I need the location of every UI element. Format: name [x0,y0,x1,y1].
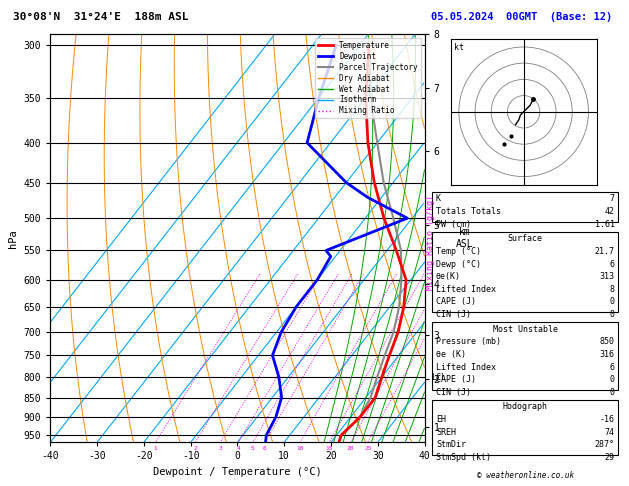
Text: 10: 10 [296,446,304,451]
Text: 313: 313 [599,272,615,281]
Text: CIN (J): CIN (J) [436,310,471,319]
Text: Dewp (°C): Dewp (°C) [436,260,481,269]
Text: Surface: Surface [508,234,543,243]
Text: 850: 850 [599,337,615,347]
Text: Pressure (mb): Pressure (mb) [436,337,501,347]
Text: Lifted Index: Lifted Index [436,285,496,294]
Text: 3: 3 [218,446,222,451]
Text: Most Unstable: Most Unstable [493,325,558,334]
Text: 05.05.2024  00GMT  (Base: 12): 05.05.2024 00GMT (Base: 12) [431,12,612,22]
Text: 29: 29 [604,453,615,462]
Text: 5: 5 [251,446,255,451]
Text: 25: 25 [364,446,372,451]
Text: 1.61: 1.61 [594,220,615,229]
Text: 0: 0 [610,375,615,384]
Text: StmSpd (kt): StmSpd (kt) [436,453,491,462]
Text: 20: 20 [347,446,355,451]
Text: Totals Totals: Totals Totals [436,207,501,216]
Text: 21.7: 21.7 [594,247,615,256]
Text: 30°08'N  31°24'E  188m ASL: 30°08'N 31°24'E 188m ASL [13,12,188,22]
Y-axis label: km
ASL: km ASL [455,227,473,249]
Text: θe (K): θe (K) [436,350,466,359]
Text: © weatheronline.co.uk: © weatheronline.co.uk [477,471,574,480]
Text: -16: -16 [599,415,615,424]
Legend: Temperature, Dewpoint, Parcel Trajectory, Dry Adiabat, Wet Adiabat, Isotherm, Mi: Temperature, Dewpoint, Parcel Trajectory… [314,38,421,119]
Text: 0: 0 [610,388,615,397]
Text: 8: 8 [610,285,615,294]
Text: θe(K): θe(K) [436,272,461,281]
Text: Temp (°C): Temp (°C) [436,247,481,256]
Text: CAPE (J): CAPE (J) [436,297,476,307]
Text: SREH: SREH [436,428,456,437]
X-axis label: Dewpoint / Temperature (°C): Dewpoint / Temperature (°C) [153,467,322,477]
Y-axis label: hPa: hPa [8,229,18,247]
Text: 4: 4 [237,446,240,451]
Text: 6: 6 [610,363,615,372]
Text: LCL: LCL [431,373,447,382]
Text: CAPE (J): CAPE (J) [436,375,476,384]
Text: Lifted Index: Lifted Index [436,363,496,372]
Text: 2: 2 [194,446,198,451]
Text: 0: 0 [610,310,615,319]
Text: kt: kt [454,43,464,52]
Text: Hodograph: Hodograph [503,402,548,412]
Text: 287°: 287° [594,440,615,450]
Text: EH: EH [436,415,446,424]
Text: CIN (J): CIN (J) [436,388,471,397]
Text: 6: 6 [610,260,615,269]
Text: Mixing Ratio (g/kg): Mixing Ratio (g/kg) [426,195,435,291]
Text: 74: 74 [604,428,615,437]
Text: 0: 0 [610,297,615,307]
Text: 6: 6 [263,446,267,451]
Text: 1: 1 [153,446,157,451]
Text: 15: 15 [326,446,333,451]
Text: 7: 7 [610,194,615,204]
Text: PW (cm): PW (cm) [436,220,471,229]
Text: StmDir: StmDir [436,440,466,450]
Text: K: K [436,194,441,204]
Text: 316: 316 [599,350,615,359]
Text: 42: 42 [604,207,615,216]
